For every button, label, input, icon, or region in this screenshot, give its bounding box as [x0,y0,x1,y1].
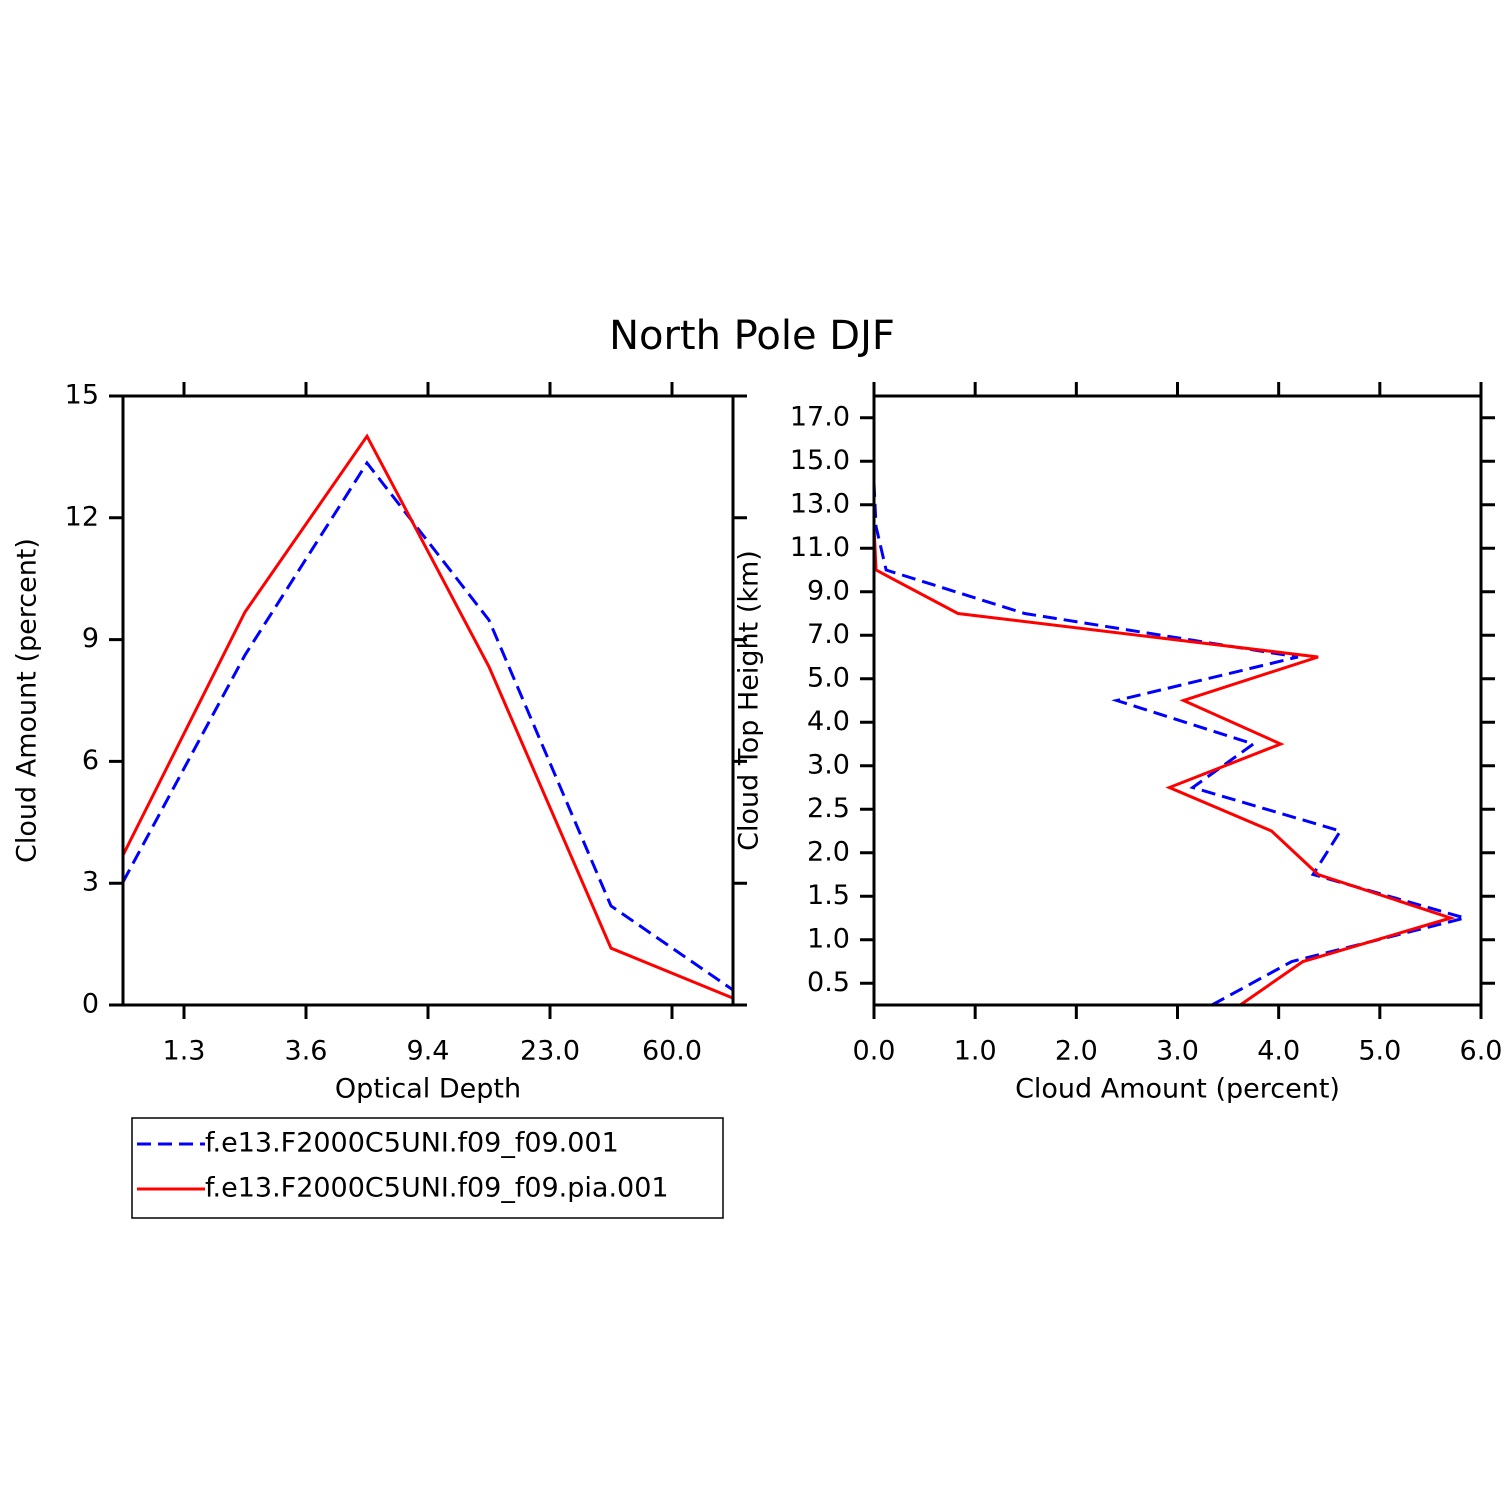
x-tick-label: 5.0 [1358,1036,1401,1067]
x-tick-label: 6.0 [1460,1036,1503,1067]
y-tick-label: 13.0 [790,488,850,519]
x-tick-label: 3.0 [1156,1036,1199,1067]
y-tick-label: 4.0 [807,706,850,737]
plot-frame [121,394,735,1007]
x-tick-label: 2.0 [1055,1036,1098,1067]
x-tick-label: 0.0 [853,1036,896,1067]
x-axis-label: Cloud Amount (percent) [1015,1074,1340,1105]
legend-box [131,1117,724,1219]
figure-title: North Pole DJF [609,313,895,359]
x-tick-label: 4.0 [1257,1036,1300,1067]
y-axis-label: Cloud Top Height (km) [734,550,765,851]
y-tick-label: 9.0 [807,575,850,606]
y-tick-label: 2.5 [807,793,850,824]
y-tick-label: 15.0 [790,445,850,476]
y-tick-label: 12 [65,501,99,532]
series-line [121,460,734,992]
y-tick-label: 3.0 [807,749,850,780]
y-tick-label: 0 [82,989,99,1020]
legend-label: f.e13.F2000C5UNI.f09_f09.001 [205,1128,619,1159]
series-line [872,396,1471,1007]
y-tick-label: 11.0 [790,532,850,563]
x-tick-label: 1.3 [163,1036,206,1067]
legend-label: f.e13.F2000C5UNI.f09_f09.pia.001 [205,1173,669,1204]
y-axis-label: Cloud Amount (percent) [12,538,43,863]
y-tick-label: 5.0 [807,662,850,693]
x-tick-label: 60.0 [642,1036,702,1067]
series-line [121,433,734,1000]
y-tick-label: 1.5 [807,880,850,911]
x-tick-label: 3.6 [285,1036,328,1067]
series-line [872,396,1456,1007]
y-tick-label: 2.0 [807,836,850,867]
y-tick-label: 15 [65,380,99,411]
y-tick-label: 9 [82,623,99,654]
y-tick-label: 3 [82,867,99,898]
x-axis-label: Optical Depth [335,1074,521,1105]
plot-frame [872,394,1483,1007]
y-tick-label: 0.5 [807,967,850,998]
y-tick-label: 7.0 [807,619,850,650]
x-tick-label: 23.0 [520,1036,580,1067]
y-tick-label: 17.0 [790,401,850,432]
x-tick-label: 1.0 [954,1036,997,1067]
y-tick-label: 6 [82,745,99,776]
y-tick-label: 1.0 [807,923,850,954]
x-tick-label: 9.4 [407,1036,450,1067]
